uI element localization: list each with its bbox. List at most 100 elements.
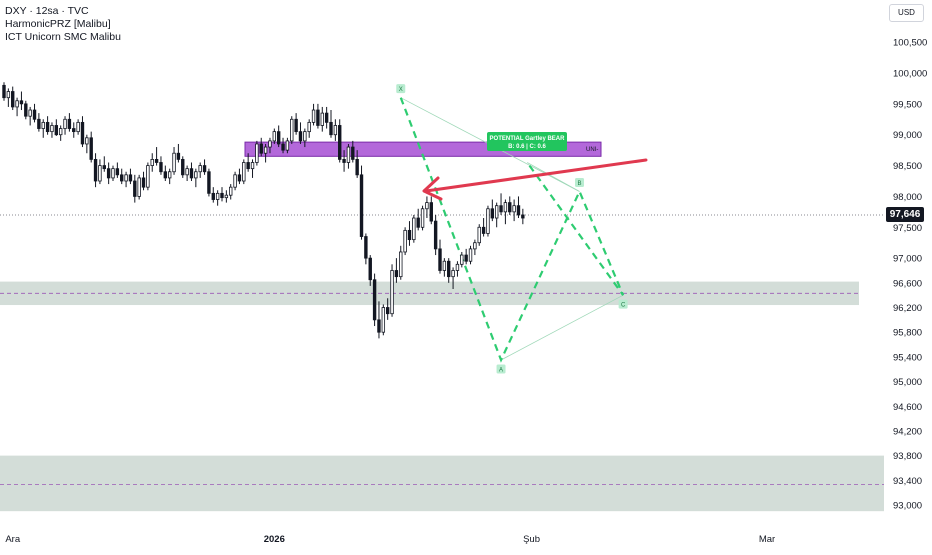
- candle[interactable]: [124, 171, 128, 188]
- candle[interactable]: [102, 156, 106, 172]
- candle[interactable]: [128, 168, 133, 185]
- candle[interactable]: [499, 193, 503, 215]
- candle[interactable]: [338, 119, 342, 163]
- candle[interactable]: [159, 156, 163, 175]
- candle[interactable]: [93, 153, 98, 188]
- candle[interactable]: [6, 88, 11, 107]
- candle[interactable]: [512, 199, 516, 222]
- candle[interactable]: [355, 150, 359, 178]
- candle[interactable]: [133, 174, 137, 203]
- candle[interactable]: [67, 113, 72, 132]
- candle[interactable]: [333, 119, 338, 141]
- candle[interactable]: [276, 125, 281, 148]
- candle[interactable]: [494, 202, 499, 228]
- candle[interactable]: [181, 156, 185, 178]
- candle[interactable]: [76, 119, 80, 135]
- candle[interactable]: [263, 143, 268, 163]
- candle[interactable]: [486, 205, 490, 237]
- candle[interactable]: [189, 162, 194, 181]
- candle[interactable]: [207, 168, 211, 197]
- candle[interactable]: [372, 273, 377, 327]
- candle[interactable]: [307, 119, 311, 138]
- candle[interactable]: [150, 153, 154, 172]
- candle[interactable]: [320, 106, 324, 132]
- candle[interactable]: [403, 227, 407, 256]
- candle[interactable]: [19, 91, 24, 111]
- candle[interactable]: [237, 168, 242, 185]
- candle[interactable]: [285, 137, 290, 154]
- candle[interactable]: [316, 103, 320, 129]
- candle[interactable]: [455, 261, 460, 277]
- candle[interactable]: [272, 128, 277, 144]
- candle[interactable]: [242, 159, 246, 185]
- candle[interactable]: [390, 264, 394, 317]
- candle[interactable]: [54, 119, 59, 136]
- candle[interactable]: [50, 122, 54, 138]
- candle[interactable]: [416, 208, 420, 231]
- candle[interactable]: [294, 113, 298, 135]
- candle[interactable]: [429, 196, 433, 225]
- candle[interactable]: [385, 298, 390, 320]
- candle[interactable]: [220, 187, 224, 202]
- candle[interactable]: [89, 131, 93, 163]
- candle[interactable]: [45, 116, 50, 135]
- candle[interactable]: [233, 171, 237, 191]
- candle[interactable]: [473, 239, 477, 256]
- currency-button[interactable]: USD: [889, 4, 924, 22]
- candle[interactable]: [359, 165, 364, 240]
- candle[interactable]: [521, 208, 525, 225]
- candle[interactable]: [163, 165, 168, 181]
- candle[interactable]: [167, 168, 172, 185]
- candle[interactable]: [137, 174, 141, 200]
- candle[interactable]: [468, 245, 473, 265]
- candle[interactable]: [399, 245, 403, 280]
- candle[interactable]: [146, 162, 150, 191]
- candle[interactable]: [394, 258, 399, 283]
- indicator-harmonic[interactable]: HarmonicPRZ [Malibu]: [5, 18, 111, 30]
- indicator-ict[interactable]: ICT Unicorn SMC Malibu: [5, 31, 121, 43]
- candle[interactable]: [98, 159, 102, 185]
- candle[interactable]: [85, 134, 89, 154]
- candle[interactable]: [342, 150, 346, 172]
- candle[interactable]: [364, 233, 368, 265]
- candles-layer[interactable]: [2, 82, 525, 339]
- candle[interactable]: [72, 122, 76, 138]
- candle[interactable]: [438, 239, 442, 274]
- candle[interactable]: [303, 128, 307, 148]
- candle[interactable]: [28, 106, 32, 126]
- candle[interactable]: [15, 97, 19, 117]
- candle[interactable]: [268, 137, 272, 154]
- candle[interactable]: [451, 267, 455, 289]
- candle[interactable]: [503, 199, 508, 225]
- candle[interactable]: [377, 301, 381, 339]
- price-axis[interactable]: 100,500 100,000 99,500 99,000 98,500 98,000 97…: [884, 0, 932, 528]
- candle[interactable]: [516, 196, 521, 219]
- candle[interactable]: [447, 258, 451, 283]
- candle[interactable]: [420, 205, 425, 231]
- candle[interactable]: [368, 255, 372, 286]
- candle[interactable]: [11, 86, 15, 111]
- candle[interactable]: [490, 199, 495, 222]
- candle[interactable]: [41, 119, 45, 138]
- candle[interactable]: [324, 106, 329, 129]
- candle[interactable]: [433, 214, 438, 256]
- candle[interactable]: [24, 100, 28, 120]
- candle[interactable]: [120, 168, 124, 185]
- candle[interactable]: [198, 162, 202, 178]
- time-axis[interactable]: Ara2026ŞubMarNis: [0, 528, 932, 550]
- candle[interactable]: [311, 103, 316, 126]
- candle[interactable]: [407, 221, 412, 246]
- symbol-line[interactable]: DXY · 12sa · TVC: [5, 5, 89, 17]
- candle[interactable]: [176, 143, 181, 163]
- candle[interactable]: [381, 304, 386, 336]
- candle[interactable]: [329, 110, 333, 138]
- candle[interactable]: [63, 116, 67, 135]
- candle[interactable]: [460, 251, 464, 268]
- candle[interactable]: [508, 196, 512, 215]
- candle[interactable]: [290, 116, 294, 144]
- candle[interactable]: [477, 224, 481, 246]
- candle[interactable]: [111, 165, 115, 181]
- candle[interactable]: [298, 122, 303, 144]
